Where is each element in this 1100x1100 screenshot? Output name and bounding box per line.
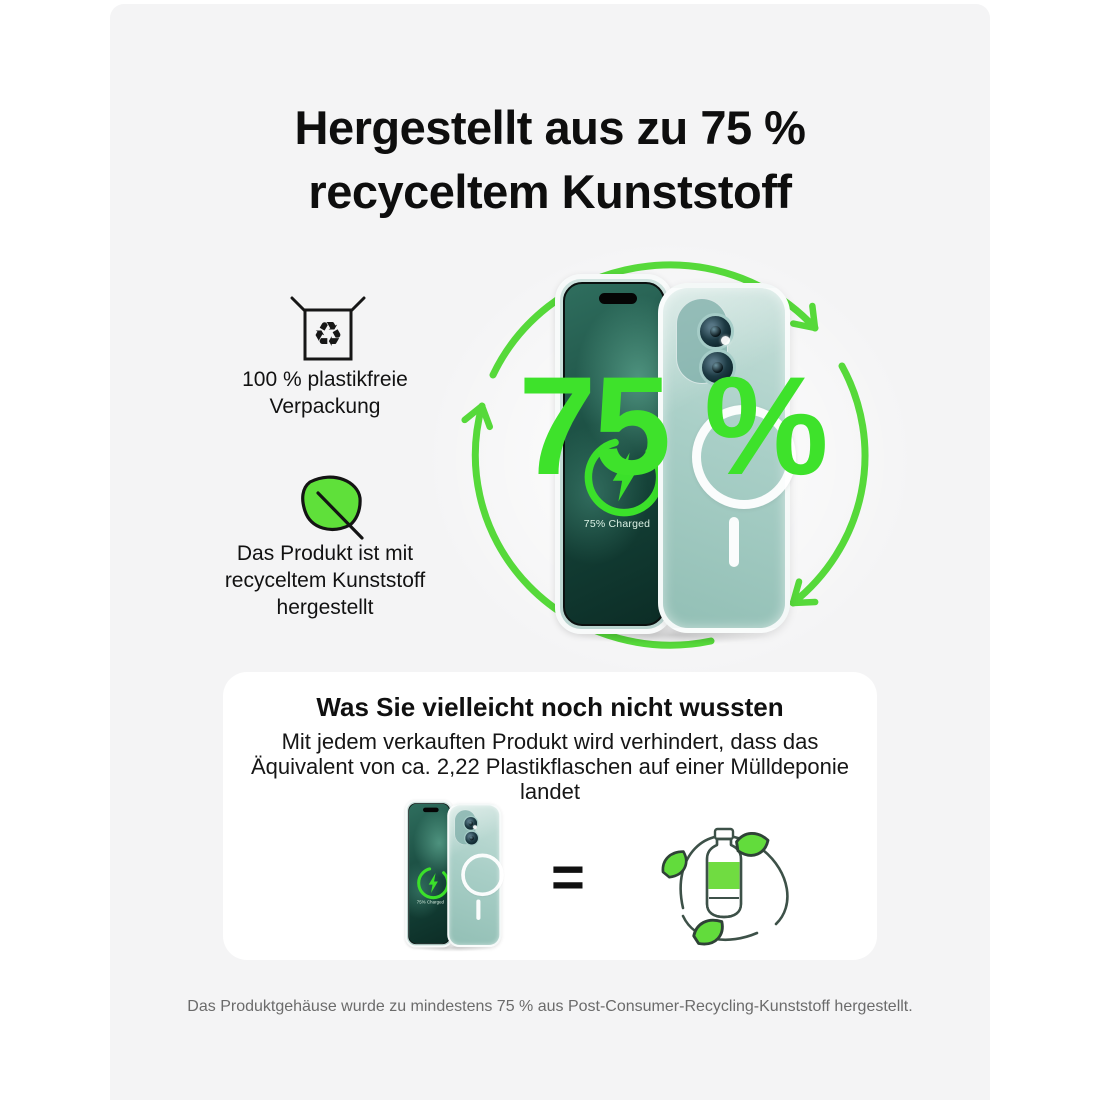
camera-flash-icon (721, 336, 730, 345)
feature-recycled-label: Das Produkt ist mit recyceltem Kunststof… (224, 542, 426, 619)
phone-back-in-clear-case (447, 803, 504, 948)
magsafe-ring-icon (461, 853, 504, 897)
phone-shadow (400, 942, 507, 954)
info-card: Was Sie vielleicht noch nicht wussten Mi… (223, 672, 877, 960)
title-line-1: Hergestellt aus zu 75 % (294, 101, 806, 154)
camera-lens-icon (699, 349, 736, 386)
charge-status-label: 75% Charged (583, 518, 651, 530)
charging-ring-icon (584, 437, 663, 517)
charging-ring-icon (417, 866, 450, 900)
leaf-icon (301, 475, 364, 540)
bottle-recycling-icon (661, 827, 789, 946)
info-card-body: Mit jedem verkauften Produkt wird verhin… (250, 729, 850, 804)
title-line-2: recyceltem Kunststoff (308, 165, 792, 218)
phone-screen: 75% Charged (408, 803, 451, 945)
camera-lens-icon (464, 830, 480, 846)
phone-case-product-image: 75% Charged (543, 272, 803, 648)
phone-back-in-clear-case (658, 283, 796, 633)
camera-module (454, 809, 480, 846)
camera-lens-icon (697, 313, 734, 350)
dynamic-island (423, 807, 439, 813)
plastic-bottle-icon (705, 827, 743, 919)
magsafe-align-slot (729, 517, 739, 567)
leaf-icon (735, 832, 770, 857)
arrow-arc-right (789, 362, 869, 607)
phone-case-thumbnail: 75% Charged (400, 799, 507, 954)
dynamic-island (599, 293, 637, 304)
phone-front-in-case: 75% Charged (555, 274, 673, 634)
equals-sign: = (551, 845, 585, 910)
camera-flash-icon (473, 825, 477, 829)
loop-arc (761, 848, 789, 926)
gray-panel: Hergestellt aus zu 75 % recyceltem Kunst… (110, 4, 990, 1100)
phone-front-in-case: 75% Charged (405, 799, 454, 948)
lightning-bolt-icon (612, 452, 636, 502)
arrow-arc-left (461, 402, 715, 649)
leaf-icon (661, 850, 688, 879)
footnote: Das Produktgehäuse wurde zu mindestens 7… (187, 998, 913, 1015)
lightning-bolt-icon (428, 873, 438, 894)
magsafe-align-slot (476, 899, 481, 920)
recycling-box-icon: ♻ (290, 296, 366, 361)
percent-overlay-label: 75 % (518, 347, 828, 504)
page-title: Hergestellt aus zu 75 % recyceltem Kunst… (110, 96, 990, 224)
info-card-heading: Was Sie vielleicht noch nicht wussten (316, 692, 784, 722)
recycle-triangle-icon: ♻ (313, 316, 343, 354)
phone-screen: 75% Charged (563, 282, 665, 626)
camera-module (676, 298, 736, 386)
magsafe-ring-icon (692, 405, 796, 509)
leaf-icon (692, 918, 724, 946)
camera-lens-icon (463, 815, 479, 831)
feature-packaging-label: 100 % plastikfreie Verpackung (242, 368, 408, 418)
charge-status-label: 75% Charged (416, 899, 445, 905)
